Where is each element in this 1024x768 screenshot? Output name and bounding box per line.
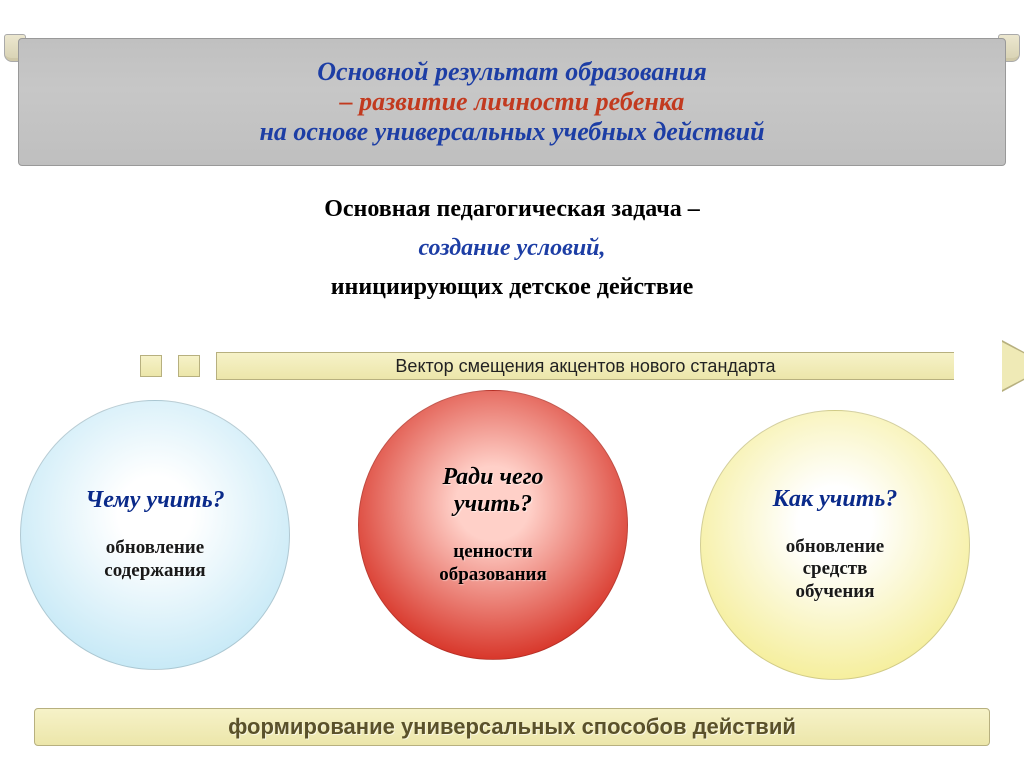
circle-how: Как учить? обновлениесредствобучения [700, 410, 970, 680]
slide: Основной результат образования – развити… [0, 0, 1024, 768]
header-banner: Основной результат образования – развити… [18, 38, 1006, 166]
mid-line-1: Основная педагогическая задача – [0, 196, 1024, 223]
header-line-3: на основе универсальных учебных действий [259, 117, 764, 147]
arrow-label: Вектор смещения акцентов нового стандарт… [395, 356, 775, 377]
header-line-2: – развитие личности ребенка [340, 87, 685, 117]
circle-how-subtitle: обновлениесредствобучения [786, 536, 884, 604]
arrow-body: Вектор смещения акцентов нового стандарт… [216, 352, 954, 380]
arrow-lead-square-2 [178, 355, 200, 377]
vector-arrow: Вектор смещения акцентов нового стандарт… [0, 346, 1024, 386]
circle-why-question: Ради чегоучить? [442, 464, 543, 519]
footer-text: формирование универсальных способов дейс… [228, 714, 796, 740]
header-line-1: Основной результат образования [317, 57, 706, 87]
circle-what: Чему учить? обновлениесодержания [20, 400, 290, 670]
circle-how-question: Как учить? [773, 486, 898, 514]
arrow-lead-square-1 [140, 355, 162, 377]
header-banner-wrap: Основной результат образования – развити… [0, 38, 1024, 166]
circle-why-subtitle: ценностиобразования [439, 541, 547, 587]
footer-bar: формирование универсальных способов дейс… [34, 708, 990, 746]
mid-line-2: создание условий, [0, 235, 1024, 262]
circle-what-question: Чему учить? [85, 487, 224, 515]
circle-why: Ради чегоучить? ценностиобразования [358, 390, 628, 660]
mid-line-3: инициирующих детское действие [0, 274, 1024, 301]
circle-what-subtitle: обновлениесодержания [104, 537, 205, 583]
mid-text: Основная педагогическая задача – создани… [0, 196, 1024, 301]
